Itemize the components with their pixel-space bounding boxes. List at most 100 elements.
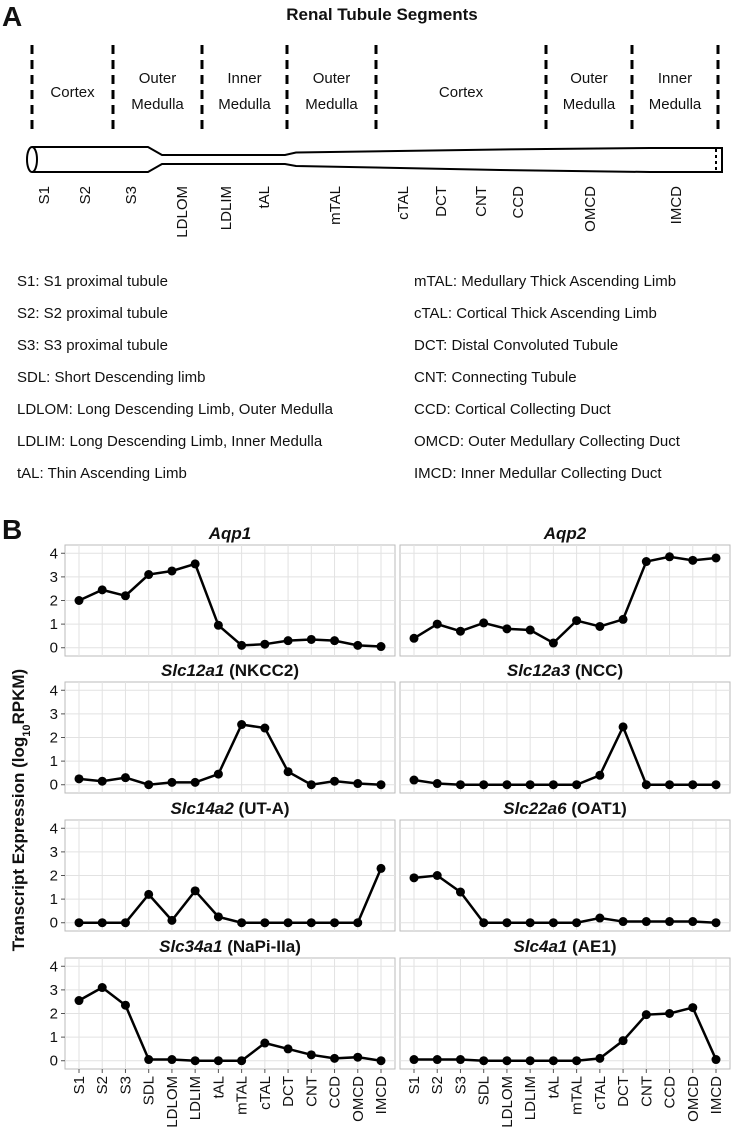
y-tick-label: 1 xyxy=(50,616,58,633)
y-axis-label-part: RPKM) xyxy=(9,669,28,725)
x-tick-label: IMCD xyxy=(708,1076,725,1114)
data-point xyxy=(120,1000,130,1010)
data-point xyxy=(167,777,177,787)
data-point xyxy=(144,780,154,790)
y-tick-label: 0 xyxy=(50,915,58,932)
data-point xyxy=(353,640,363,650)
gene-name: Aqp2 xyxy=(543,524,587,543)
data-point xyxy=(711,1055,721,1065)
chart-title: Slc12a3 (NCC) xyxy=(507,661,623,680)
definition: LDLIM: Long Descending Limb, Inner Medul… xyxy=(17,433,323,450)
chart-title: Slc34a1 (NaPi-IIa) xyxy=(159,937,301,956)
data-point xyxy=(330,776,340,786)
chart-panel: S1 S2 S3 SDL LDLOM LDLIM tAL mTAL cTAL DCT CNT CCD O… xyxy=(399,937,731,1128)
y-tick-label: 2 xyxy=(50,730,58,747)
data-point xyxy=(144,570,154,580)
x-tick-label: LDLOM xyxy=(499,1076,516,1128)
region-label: Medulla xyxy=(649,96,702,113)
y-axis-label-part: Transcript Expression (log xyxy=(9,737,28,951)
data-point xyxy=(260,918,270,928)
data-point xyxy=(455,780,465,790)
data-point xyxy=(213,769,223,779)
definition: tAL: Thin Ascending Limb xyxy=(17,465,187,482)
data-point xyxy=(525,918,535,928)
data-point xyxy=(306,1050,316,1060)
data-point xyxy=(595,913,605,923)
y-tick-label: 1 xyxy=(50,1029,58,1046)
y-tick-label: 3 xyxy=(50,844,58,861)
chart-panel: Slc12a3 (NCC) xyxy=(399,661,731,794)
y-tick-label: 4 xyxy=(50,682,58,699)
x-tick-label: cTAL xyxy=(592,1076,609,1110)
data-point xyxy=(688,780,698,790)
data-point xyxy=(167,566,177,576)
segment-label: S2 xyxy=(77,186,94,204)
x-tick-label: LDLIM xyxy=(522,1076,539,1120)
data-point xyxy=(502,1056,512,1066)
data-point xyxy=(260,639,270,649)
y-tick-label: 4 xyxy=(50,958,58,975)
region-label: Medulla xyxy=(563,96,616,113)
segment-label: LDLIM xyxy=(218,186,235,230)
y-axis-label: Transcript Expression (log10RPKM) xyxy=(9,669,33,951)
segment-label: LDLOM xyxy=(174,186,191,238)
gene-name: Slc12a1 xyxy=(161,661,224,680)
data-point xyxy=(618,1036,628,1046)
protein-name: (OAT1) xyxy=(571,799,626,818)
chart-panel: 0 1 2 3 4 Slc14a2 (UT-A) xyxy=(50,799,396,932)
data-point xyxy=(167,1055,177,1065)
panel-label: A xyxy=(2,1,22,32)
region-label: Outer xyxy=(139,70,177,87)
y-tick-label: 4 xyxy=(50,545,58,562)
segment-label: S3 xyxy=(123,186,140,204)
data-point xyxy=(409,775,419,785)
data-point xyxy=(237,640,247,650)
data-point xyxy=(665,780,675,790)
data-point xyxy=(409,873,419,883)
x-tick-label: mTAL xyxy=(569,1076,586,1115)
chart-panel: 0 1 2 3 4 Slc12a1 (NKCC2) xyxy=(50,661,396,794)
data-point xyxy=(711,780,721,790)
data-point xyxy=(618,614,628,624)
definition: LDLOM: Long Descending Limb, Outer Medul… xyxy=(17,401,334,418)
x-tick-label: S1 xyxy=(71,1076,88,1094)
data-point xyxy=(479,1056,489,1066)
data-point xyxy=(502,918,512,928)
data-point xyxy=(237,1056,247,1066)
tubule xyxy=(32,146,723,173)
x-tick-label: mTAL xyxy=(234,1076,251,1115)
definition: IMCD: Inner Medullar Collecting Duct xyxy=(414,465,662,482)
data-point xyxy=(237,720,247,730)
data-point xyxy=(97,918,107,928)
data-point xyxy=(525,1056,535,1066)
gene-name: Slc34a1 xyxy=(159,937,222,956)
data-point xyxy=(572,780,582,790)
definition: SDL: Short Descending limb xyxy=(17,369,205,386)
data-point xyxy=(641,917,651,927)
chart-title: Slc4a1 (AE1) xyxy=(513,937,616,956)
data-point xyxy=(120,591,130,601)
y-axis-label-part: 10 xyxy=(21,725,33,737)
x-tick-label: SDL xyxy=(476,1076,493,1105)
x-tick-label: S2 xyxy=(94,1076,111,1094)
data-point xyxy=(548,1056,558,1066)
data-point xyxy=(409,1055,419,1065)
data-point xyxy=(376,863,386,873)
data-point xyxy=(213,1056,223,1066)
data-point xyxy=(432,779,442,789)
x-tick-label: OMCD xyxy=(685,1076,702,1122)
data-point xyxy=(572,1056,582,1066)
x-tick-label: tAL xyxy=(545,1076,562,1099)
chart-title: Slc12a1 (NKCC2) xyxy=(161,661,299,680)
data-point xyxy=(595,770,605,780)
region-label: Cortex xyxy=(50,84,95,101)
chart-panel: 0 1 2 3 4 S1 S2 S3 SDL LDLOM LDLIM tAL mTAL cTAL DCT CN… xyxy=(50,937,396,1128)
data-point xyxy=(665,552,675,562)
data-point xyxy=(213,912,223,922)
x-tick-label: S3 xyxy=(117,1076,134,1094)
data-point xyxy=(502,780,512,790)
x-tick-label: S1 xyxy=(406,1076,423,1094)
gene-name: Slc14a2 xyxy=(170,799,234,818)
chart-panel: 0 1 2 3 4 Aqp1 xyxy=(50,524,396,657)
